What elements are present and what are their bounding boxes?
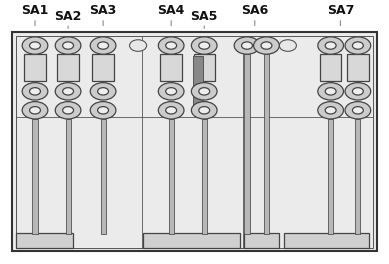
Circle shape [22,37,48,54]
Circle shape [234,37,260,54]
Bar [356,119,361,234]
Bar [33,119,37,234]
Circle shape [158,102,184,119]
Circle shape [55,37,81,54]
Circle shape [352,107,363,114]
Circle shape [325,88,336,95]
Circle shape [242,42,252,49]
Circle shape [199,107,210,114]
Bar [347,54,369,81]
Bar [16,233,73,248]
Circle shape [325,42,336,49]
Circle shape [352,88,363,95]
Circle shape [22,102,48,119]
Circle shape [325,107,336,114]
Bar [16,36,373,248]
Circle shape [166,42,177,49]
Circle shape [63,107,74,114]
Circle shape [345,83,371,100]
Circle shape [166,88,177,95]
Bar [168,119,173,234]
Bar [160,54,182,81]
Circle shape [22,83,48,100]
Circle shape [63,88,74,95]
Bar [65,119,70,234]
Circle shape [318,102,343,119]
Text: SA7: SA7 [327,4,354,17]
Circle shape [98,88,109,95]
Circle shape [191,83,217,100]
Circle shape [254,37,279,54]
Circle shape [98,42,109,49]
Bar [202,119,207,234]
Text: SA4: SA4 [158,4,185,17]
Circle shape [199,88,210,95]
Circle shape [98,107,109,114]
Circle shape [261,42,272,49]
Bar [194,54,215,81]
Circle shape [63,42,74,49]
Circle shape [158,83,184,100]
Bar [25,54,46,81]
Bar [100,119,105,234]
Circle shape [30,107,40,114]
Bar [245,54,250,234]
Circle shape [318,83,343,100]
Text: SA5: SA5 [191,10,218,23]
Circle shape [318,37,343,54]
Text: SA2: SA2 [54,10,82,23]
Circle shape [130,40,147,51]
Circle shape [191,37,217,54]
Circle shape [199,42,210,49]
Bar [143,233,240,248]
Circle shape [166,107,177,114]
Circle shape [55,83,81,100]
Circle shape [352,42,363,49]
Circle shape [90,37,116,54]
Bar [58,54,79,81]
Circle shape [55,102,81,119]
Bar [244,233,279,248]
Circle shape [158,37,184,54]
Circle shape [90,102,116,119]
Bar [93,54,114,81]
Bar [328,119,333,234]
Circle shape [345,37,371,54]
Bar [12,32,377,251]
Circle shape [90,83,116,100]
Circle shape [345,102,371,119]
Circle shape [279,40,296,51]
Bar [264,54,269,234]
Bar [193,56,203,106]
Circle shape [191,102,217,119]
Text: SA1: SA1 [21,4,49,17]
Bar [320,54,342,81]
Circle shape [30,42,40,49]
Text: SA6: SA6 [241,4,268,17]
Circle shape [30,88,40,95]
Bar [284,233,369,248]
Text: SA3: SA3 [89,4,117,17]
